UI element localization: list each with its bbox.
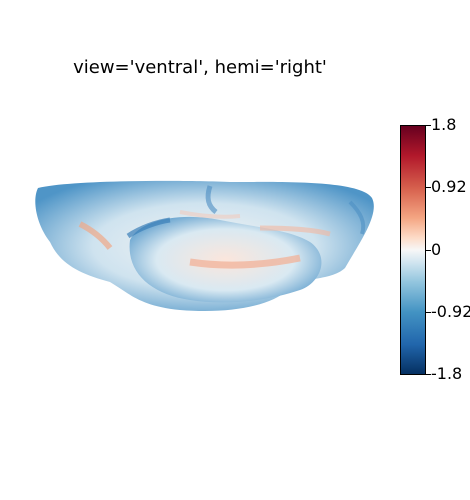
colorbar-tick-label: 0: [431, 240, 442, 259]
colorbar-tick-label: 0.92: [431, 177, 467, 196]
colorbar-tick: [426, 312, 431, 313]
colorbar-tick: [426, 250, 431, 251]
colorbar-tick-label: 1.8: [431, 115, 457, 134]
colorbar-tick-label: -0.92: [431, 302, 470, 321]
colorbar-tick: [426, 374, 431, 375]
colorbar-tick-label: -1.8: [431, 364, 463, 383]
brain-surface-render: [35, 180, 374, 312]
figure-title: view='ventral', hemi='right': [73, 57, 327, 78]
colorbar-tick: [426, 125, 431, 126]
colorbar: [400, 125, 426, 375]
colorbar-tick: [426, 187, 431, 188]
